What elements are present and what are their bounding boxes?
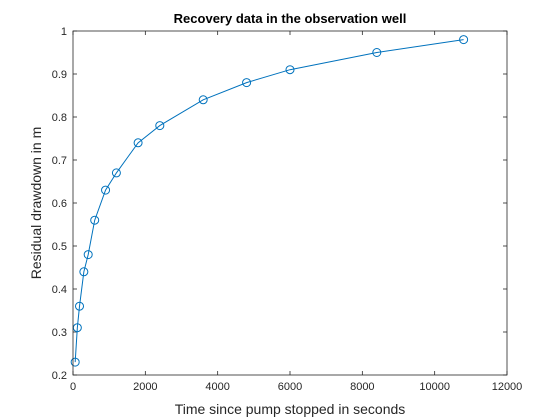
x-tick-label: 4000 <box>205 381 229 393</box>
y-tick-label: 0.4 <box>52 284 67 296</box>
data-point <box>133 138 143 148</box>
y-tick-label: 1 <box>61 26 67 38</box>
y-tick-label: 0.3 <box>52 327 67 339</box>
data-point <box>459 35 469 45</box>
y-tick-label: 0.5 <box>52 241 67 253</box>
series-line <box>74 39 464 363</box>
y-tick-label: 0.9 <box>52 69 67 81</box>
x-tick-label: 12000 <box>492 381 523 393</box>
data-point <box>372 48 382 57</box>
data-point <box>79 267 89 277</box>
data-point <box>83 250 93 260</box>
series-layer <box>70 35 469 367</box>
chart-title: Recovery data in the observation well <box>174 11 407 26</box>
data-point <box>90 215 100 225</box>
data-point <box>111 168 121 178</box>
x-tick-label: 0 <box>70 381 76 393</box>
y-tick-label: 0.8 <box>52 112 67 124</box>
x-tick-label: 10000 <box>419 381 450 393</box>
x-axis-label: Time since pump stopped in seconds <box>175 401 406 417</box>
y-tick-label: 0.6 <box>52 198 67 210</box>
x-tick-label: 8000 <box>350 381 374 393</box>
data-point <box>101 185 111 195</box>
x-tick-label: 2000 <box>133 381 157 393</box>
data-point <box>198 95 208 105</box>
y-tick-label: 0.2 <box>52 370 67 382</box>
plot-area <box>73 31 507 375</box>
data-point <box>285 65 295 75</box>
y-tick-label: 0.7 <box>52 155 67 167</box>
data-point <box>155 121 165 131</box>
data-point <box>242 78 252 88</box>
x-tick-label: 6000 <box>278 381 302 393</box>
axes-box <box>72 30 508 376</box>
data-point <box>70 357 80 367</box>
y-axis-label: Residual drawdown in m <box>28 127 44 280</box>
data-point <box>75 301 85 311</box>
ticks-layer: 0 2000 4000 6000 8000 10000 12000 0.2 0.3 0.4 0.5 0… <box>52 26 523 393</box>
